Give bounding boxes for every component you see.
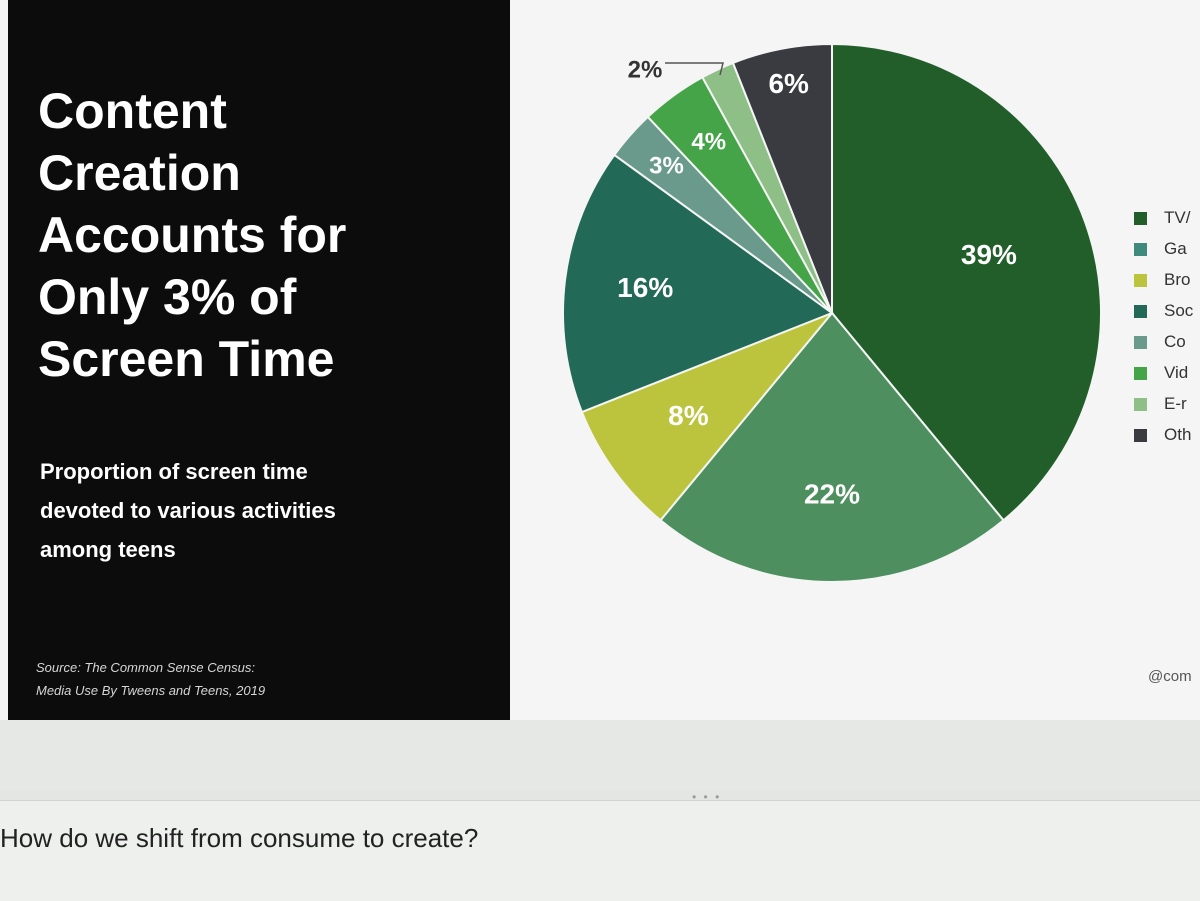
legend-label: Bro [1164,270,1191,289]
data-label: 8% [668,400,709,431]
pie-chart: 39% 22% 8% 16% 3% 4% 2% 6% [562,42,1102,584]
slide: Content Creation Accounts for Only 3% of… [0,0,1200,720]
legend-label: Soc [1164,301,1194,320]
pie-slice-8 [731,42,833,314]
title-panel: Content Creation Accounts for Only 3% of… [8,0,510,720]
legend-swatch [1134,428,1147,442]
data-label: 2% [628,56,663,83]
legend-label: Oth [1164,425,1192,444]
legend-label: TV/ [1164,208,1191,227]
chart-legend: TV/Ga Bro Soc Co Vid E-r Oth [1134,203,1200,513]
social-handle: @com [1148,668,1192,685]
legend-swatch [1134,211,1147,225]
legend-label: Vid [1164,363,1189,382]
data-label: 39% [961,239,1017,270]
pie-slice-3 [580,312,833,522]
legend-item: Oth [1134,420,1191,450]
panel-splitter[interactable] [0,720,1200,790]
legend-item: Co [1134,327,1186,357]
data-label: 16% [617,272,673,303]
legend-label: E-r [1164,394,1187,413]
legend-item: Vid [1134,358,1188,388]
data-label: 3% [649,152,684,179]
legend-swatch [1134,397,1147,411]
legend-item: TV/ [1134,203,1190,233]
slide-subtitle: Proportion of screen time devoted to var… [40,459,336,562]
pie-slice-4 [562,153,835,414]
slide-title: Content Creation Accounts for Only 3% of… [38,83,347,387]
legend-item: Ga [1134,234,1187,264]
data-label: 22% [804,478,860,509]
legend-swatch [1134,304,1147,318]
callout-line [665,62,724,76]
speaker-notes[interactable]: How do we shift from consume to create? [0,800,1200,901]
legend-label: Ga [1164,239,1187,258]
source-note: Source: The Common Sense Census: Media U… [36,660,266,698]
pie-slice-2 [659,311,1005,584]
data-label: 6% [768,68,809,99]
legend-item: E-r [1134,389,1187,419]
pie-slice-1 [831,42,1102,522]
legend-swatch [1134,273,1147,287]
legend-swatch [1134,242,1147,256]
legend-swatch [1134,366,1147,380]
speaker-notes-text: How do we shift from consume to create? [0,823,479,853]
data-label: 4% [691,129,726,156]
legend-label: Co [1164,332,1186,351]
legend-swatch [1134,335,1147,349]
legend-item: Soc [1134,296,1193,326]
legend-item: Bro [1134,265,1190,295]
